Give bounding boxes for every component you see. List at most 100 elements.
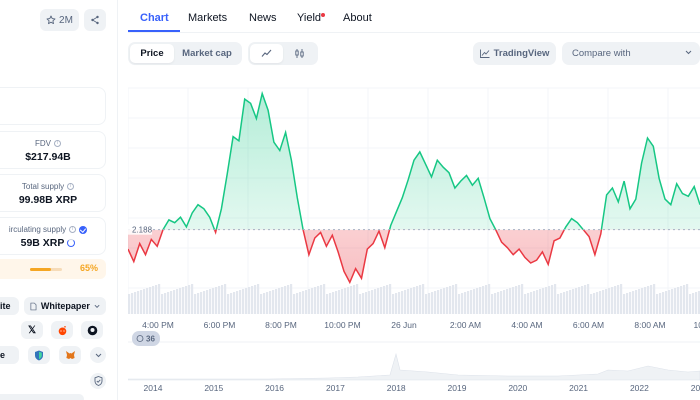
shield-wallet-button[interactable]	[28, 346, 50, 364]
tradingview-button[interactable]: TradingView	[473, 42, 556, 65]
volume-bar	[332, 292, 335, 314]
volume-bar	[590, 294, 593, 314]
volume-bar	[254, 285, 257, 314]
volume-bar	[446, 287, 449, 314]
volume-bar	[347, 287, 350, 314]
volume-bar	[533, 291, 536, 314]
watchlist-button[interactable]: 2M	[40, 9, 79, 31]
metamask-fox-icon	[65, 351, 75, 359]
explorer-chip[interactable]: e	[0, 346, 19, 364]
shield-icon	[35, 350, 43, 360]
website-label: ite	[0, 301, 11, 311]
info-icon[interactable]: i	[54, 140, 61, 147]
x-twitter-button[interactable]: 𝕏	[21, 321, 43, 339]
line-chart-toggle[interactable]	[250, 44, 283, 63]
volume-bar	[356, 284, 359, 314]
volume-bar	[377, 288, 380, 314]
volume-bar	[581, 286, 584, 314]
volume-bar	[620, 284, 623, 314]
tab-yield[interactable]: Yield	[297, 12, 322, 24]
volume-bar	[341, 289, 344, 314]
volume-bar	[410, 288, 413, 314]
loading-icon	[67, 239, 76, 247]
volume-bar	[158, 284, 161, 314]
price-chart[interactable]: 2.188 4:00 PM 6:00 PM 8:00 PM 10:00 PM 26 Ju…	[127, 78, 700, 400]
watchlist-count: 2M	[59, 14, 73, 26]
volume-bar	[506, 289, 509, 314]
share-icon	[91, 15, 99, 25]
security-audit-button[interactable]	[90, 373, 106, 389]
volume-bar	[227, 294, 230, 314]
volume-bar	[215, 287, 218, 314]
volume-bar	[224, 284, 227, 314]
reddit-button[interactable]	[51, 321, 73, 339]
volume-bar	[335, 291, 338, 314]
volume-bar	[311, 288, 314, 314]
info-icon[interactable]: i	[69, 226, 77, 233]
total-supply-value: 99.98B XRP	[18, 194, 78, 206]
volume-bar	[395, 293, 398, 314]
volume-bar	[239, 290, 242, 314]
volume-bar	[359, 294, 362, 314]
baseline-label: 2.188	[132, 226, 153, 235]
tab-about[interactable]: About	[343, 12, 372, 24]
volume-bar	[689, 294, 692, 314]
volume-bar	[128, 294, 131, 314]
whitepaper-chip[interactable]: Whitepaper	[24, 297, 106, 315]
circulating-supply-label: irculating supply	[8, 225, 67, 234]
volume-bar	[185, 286, 188, 314]
info-icon[interactable]: i	[67, 183, 75, 190]
volume-bar	[608, 288, 611, 314]
truncated-chip[interactable]	[0, 394, 84, 400]
price-mcap-toggle: Price Market cap	[128, 42, 242, 65]
volume-bar	[404, 290, 407, 314]
year-tick-label: 2021	[569, 383, 588, 393]
tab-markets[interactable]: Markets	[188, 12, 228, 24]
volume-bar	[464, 292, 467, 314]
volume-bar	[152, 286, 155, 314]
progress-percent: 65%	[79, 263, 98, 273]
price-toggle[interactable]: Price	[130, 44, 174, 63]
more-links-button[interactable]	[90, 347, 106, 363]
volume-bar	[131, 293, 134, 314]
volume-bar	[392, 294, 395, 314]
metamask-button[interactable]	[59, 346, 81, 364]
candlestick-toggle[interactable]	[283, 44, 316, 63]
compare-select[interactable]: Compare with	[562, 42, 700, 65]
document-icon	[30, 302, 37, 310]
circulating-supply-card: irculating supply i 59B XRP	[0, 217, 106, 255]
market-cap-toggle[interactable]: Market cap	[182, 48, 232, 59]
volume-bar	[143, 289, 146, 314]
volume-bar	[416, 286, 419, 314]
share-button[interactable]	[84, 9, 106, 31]
x-tick-label: 8:00 AM	[634, 320, 665, 330]
history-badge[interactable]: 36	[132, 331, 160, 346]
volume-bar	[230, 293, 233, 314]
volume-bar	[488, 284, 491, 314]
volume-bar	[380, 287, 383, 314]
year-tick-label: 2017	[326, 383, 345, 393]
volume-bar	[146, 288, 149, 314]
volume-bar	[644, 287, 647, 314]
volume-bar	[401, 291, 404, 314]
github-button[interactable]	[81, 321, 103, 339]
volume-bar	[221, 285, 224, 314]
volume-bar	[140, 290, 143, 314]
x-tick-label: 4:00 AM	[511, 320, 542, 330]
volume-bar	[428, 293, 431, 314]
volume-bar	[413, 287, 416, 314]
x-tick-label: 10:00 AM	[694, 320, 700, 330]
volume-bar	[617, 285, 620, 314]
volume-bar	[611, 287, 614, 314]
website-chip[interactable]: ite	[0, 297, 19, 315]
volume-bar	[626, 293, 629, 314]
volume-bar	[188, 285, 191, 314]
left-panel: 2M FDV i $217.94B Total supply i 99.98B XR…	[0, 0, 118, 400]
volume-bar	[680, 286, 683, 314]
chevron-down-icon	[94, 304, 100, 308]
volume-bar	[440, 289, 443, 314]
tab-news[interactable]: News	[249, 12, 277, 24]
tab-chart[interactable]: Chart	[140, 12, 169, 24]
volume-bar	[623, 294, 626, 314]
volume-bar	[500, 291, 503, 314]
